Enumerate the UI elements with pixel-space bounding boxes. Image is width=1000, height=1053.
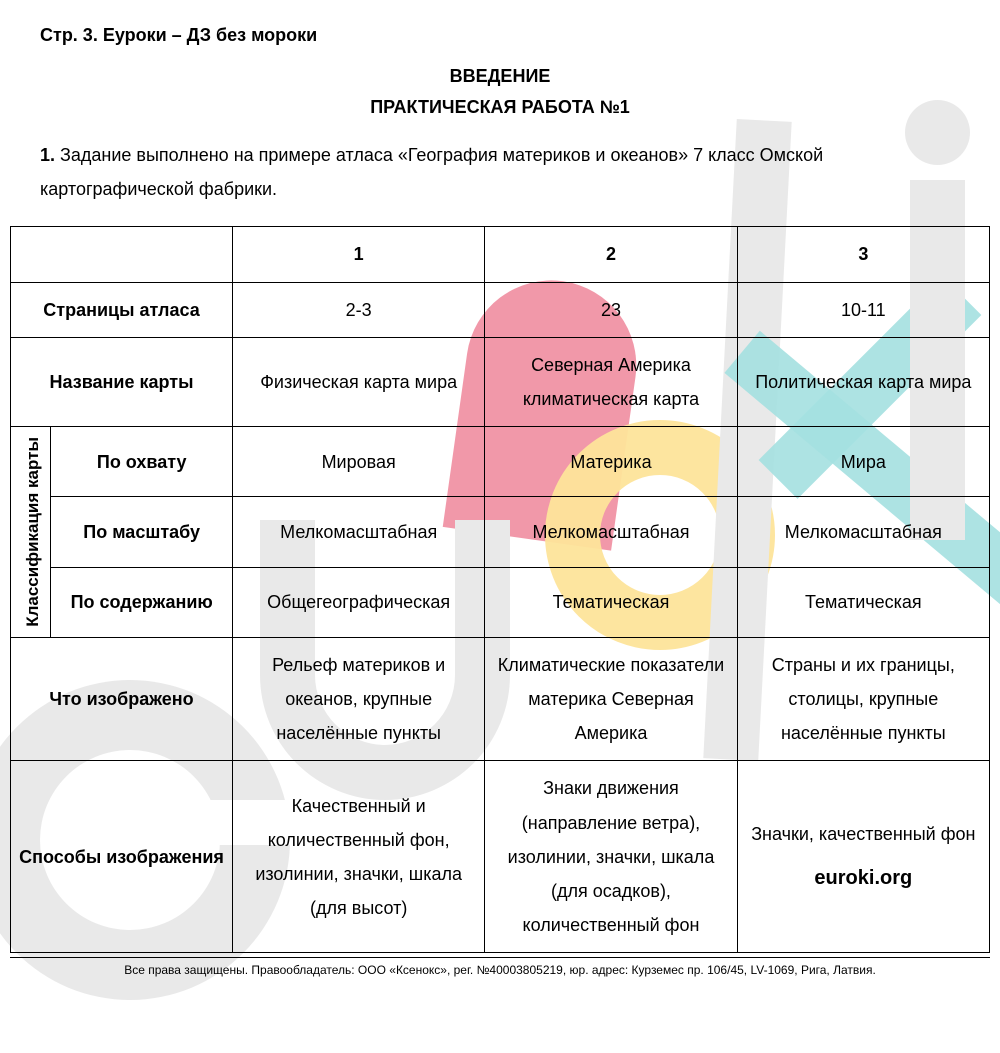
cell: 2-3 (233, 282, 485, 337)
cell: Политическая карта мира (737, 337, 989, 426)
table-row: Страницы атласа 2-3 23 10-11 (11, 282, 990, 337)
row-label-scale: По масштабу (51, 497, 233, 567)
section-title: ВВЕДЕНИЕ (10, 66, 990, 87)
row-label-depicted: Что изображено (11, 637, 233, 761)
row-label-coverage: По охвату (51, 427, 233, 497)
cell: 23 (485, 282, 737, 337)
cell: Мелкомасштабная (485, 497, 737, 567)
col-header-1: 1 (233, 227, 485, 282)
copyright-footer: Все права защищены. Правообладатель: ООО… (10, 957, 990, 982)
cell: Климатические показатели материка Северн… (485, 637, 737, 761)
col-header-3: 3 (737, 227, 989, 282)
cell: Качественный и количественный фон, изоли… (233, 761, 485, 953)
classification-table: 1 2 3 Страницы атласа 2-3 23 10-11 Назва… (10, 226, 990, 953)
cell-with-badge: Значки, качественный фон euroki.org (737, 761, 989, 953)
cell: Физическая карта мира (233, 337, 485, 426)
col-header-2: 2 (485, 227, 737, 282)
page-header: Стр. 3. Еуроки – ДЗ без мороки (10, 25, 990, 46)
cell: Мелкомасштабная (233, 497, 485, 567)
work-title: ПРАКТИЧЕСКАЯ РАБОТА №1 (10, 97, 990, 118)
cell: Материка (485, 427, 737, 497)
table-row: Способы изображения Качественный и колич… (11, 761, 990, 953)
row-label-pages: Страницы атласа (11, 282, 233, 337)
cell: Знаки движения (направление ветра), изол… (485, 761, 737, 953)
cell: Общегеографическая (233, 567, 485, 637)
intro-paragraph: 1. Задание выполнено на примере атласа «… (10, 138, 990, 226)
cell: Мировая (233, 427, 485, 497)
cell: Мелкомасштабная (737, 497, 989, 567)
header-blank (11, 227, 233, 282)
cell: Северная Америка климатическая карта (485, 337, 737, 426)
row-label-methods: Способы изображения (11, 761, 233, 953)
table-row: По масштабу Мелкомасштабная Мелкомасштаб… (11, 497, 990, 567)
row-label-classification: Классификация карты (11, 427, 51, 638)
table-row: Название карты Физическая карта мира Сев… (11, 337, 990, 426)
cell: Тематическая (485, 567, 737, 637)
cell: Мира (737, 427, 989, 497)
table-header-row: 1 2 3 (11, 227, 990, 282)
table-row: По содержанию Общегеографическая Тематич… (11, 567, 990, 637)
row-label-mapname: Название карты (11, 337, 233, 426)
cell: Тематическая (737, 567, 989, 637)
row-label-content: По содержанию (51, 567, 233, 637)
task-number: 1. (40, 145, 55, 165)
cell-text: Значки, качественный фон (744, 817, 983, 851)
cell: Страны и их границы, столицы, крупные на… (737, 637, 989, 761)
cell: 10-11 (737, 282, 989, 337)
intro-text: Задание выполнено на примере атласа «Гео… (40, 145, 823, 199)
site-badge: euroki.org (744, 859, 983, 897)
table-row: Классификация карты По охвату Мировая Ма… (11, 427, 990, 497)
table-row: Что изображено Рельеф материков и океано… (11, 637, 990, 761)
cell: Рельеф материков и океанов, крупные насе… (233, 637, 485, 761)
